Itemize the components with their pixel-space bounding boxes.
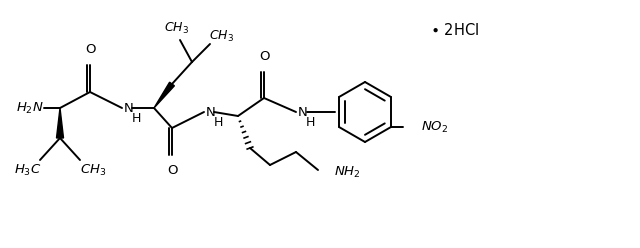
Text: O: O bbox=[84, 43, 95, 56]
Text: $NH_2$: $NH_2$ bbox=[334, 164, 361, 180]
Text: N: N bbox=[206, 105, 216, 119]
Text: $H_2N$: $H_2N$ bbox=[16, 100, 44, 116]
Text: $NO_2$: $NO_2$ bbox=[421, 120, 448, 135]
Text: H: H bbox=[132, 112, 141, 124]
Text: N: N bbox=[298, 106, 308, 120]
Text: $H_3C$: $H_3C$ bbox=[14, 162, 42, 178]
Text: $CH_3$: $CH_3$ bbox=[164, 20, 189, 35]
Text: $\bullet$ 2HCl: $\bullet$ 2HCl bbox=[430, 22, 479, 38]
Text: N: N bbox=[124, 102, 134, 116]
Text: H: H bbox=[214, 116, 223, 128]
Text: O: O bbox=[259, 50, 269, 63]
Text: $CH_3$: $CH_3$ bbox=[80, 162, 106, 178]
Text: O: O bbox=[167, 164, 177, 177]
Polygon shape bbox=[154, 82, 174, 108]
Text: $CH_3$: $CH_3$ bbox=[209, 29, 234, 44]
Text: H: H bbox=[306, 116, 316, 128]
Polygon shape bbox=[56, 108, 63, 138]
